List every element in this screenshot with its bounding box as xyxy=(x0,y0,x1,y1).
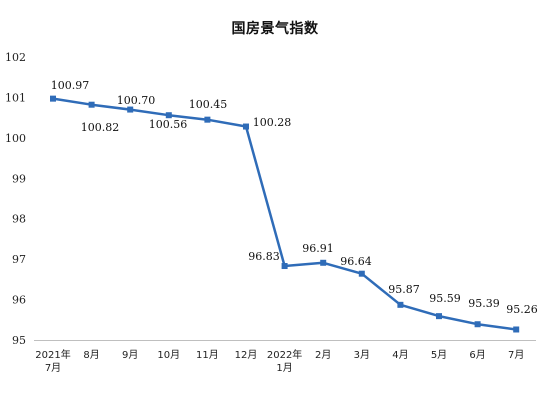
x-tick-label: 2022年 1月 xyxy=(267,348,302,374)
x-tick-label: 5月 xyxy=(431,349,447,361)
chart-title: 国房景气指数 xyxy=(231,21,319,37)
data-point-marker xyxy=(436,313,442,320)
data-label: 96.64 xyxy=(340,255,372,268)
series-layer xyxy=(50,95,520,333)
y-tick-label: 102 xyxy=(5,51,26,64)
data-point-marker xyxy=(358,270,365,277)
axes: 95 96 97 98 99 100 101 102 2021年 7月 8月 9月 10月 11月 12月 2… xyxy=(5,51,536,374)
data-label: 100.70 xyxy=(117,94,156,107)
data-label: 96.91 xyxy=(302,242,334,255)
y-tick-label: 97 xyxy=(12,253,26,266)
data-label: 96.83 xyxy=(248,250,280,263)
data-label: 100.28 xyxy=(253,116,292,129)
y-tick-label: 98 xyxy=(12,213,26,226)
x-tick-label: 10月 xyxy=(157,349,180,361)
x-tick-label: 2月 xyxy=(315,349,331,361)
data-point-marker xyxy=(281,263,288,270)
data-label: 95.87 xyxy=(388,283,420,296)
data-label: 95.39 xyxy=(468,297,500,310)
x-tick-label: 7月 xyxy=(508,349,524,361)
y-tick-label: 96 xyxy=(12,294,26,307)
x-tick-label: 8月 xyxy=(83,349,99,361)
data-point-marker xyxy=(320,259,327,266)
data-point-marker xyxy=(50,95,56,102)
y-tick-label: 101 xyxy=(5,91,26,104)
y-tick-label: 100 xyxy=(5,132,26,145)
data-point-marker xyxy=(513,326,520,333)
x-tick-label: 2021年 7月 xyxy=(35,348,70,374)
x-tick-label: 6月 xyxy=(469,349,485,361)
data-point-marker xyxy=(165,112,172,119)
x-tick-label: 9月 xyxy=(122,349,138,361)
data-label: 100.56 xyxy=(149,118,188,131)
data-label: 100.45 xyxy=(189,98,228,111)
data-label: 100.97 xyxy=(51,79,90,92)
data-point-marker xyxy=(88,101,95,108)
data-label: 95.59 xyxy=(429,292,461,305)
data-point-marker xyxy=(243,123,249,130)
data-label: 95.26 xyxy=(506,303,538,316)
data-point-marker xyxy=(127,106,134,113)
data-label: 100.82 xyxy=(81,121,120,134)
y-tick-label: 99 xyxy=(12,172,26,185)
x-tick-label: 4月 xyxy=(392,349,408,361)
x-tick-label: 3月 xyxy=(354,349,370,361)
x-tick-label: 11月 xyxy=(196,349,219,361)
data-point-marker xyxy=(474,321,481,328)
x-tick-label: 12月 xyxy=(235,349,258,361)
data-point-marker xyxy=(204,116,211,123)
y-tick-label: 95 xyxy=(12,334,26,347)
data-point-marker xyxy=(397,301,404,308)
